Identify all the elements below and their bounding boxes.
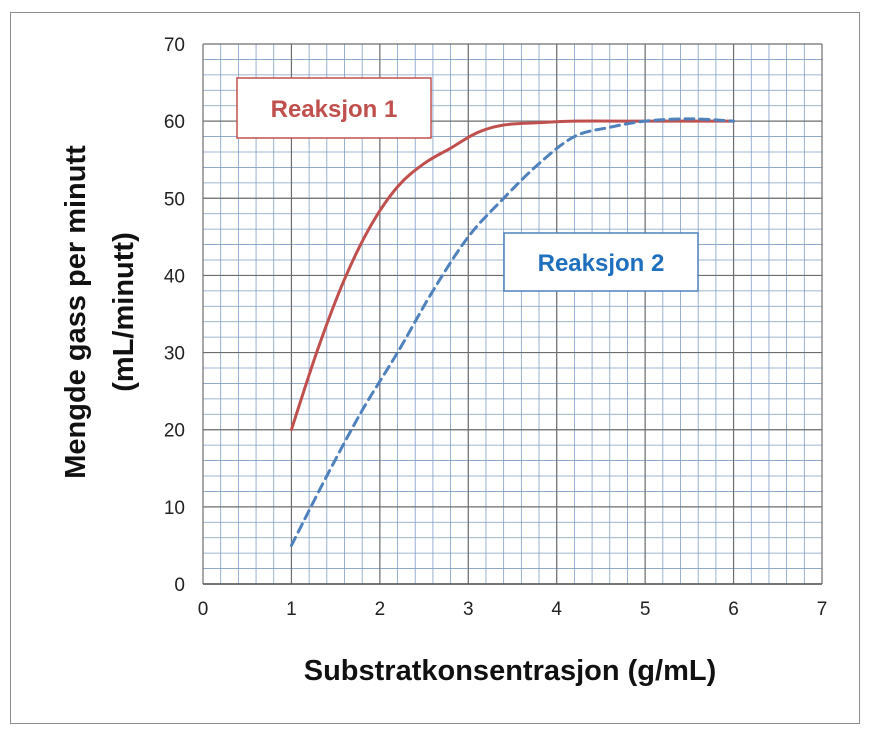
series-layer: [289, 117, 736, 547]
y-tick-label: 10: [164, 498, 185, 519]
x-tick-label: 3: [463, 599, 474, 620]
y-tick-label: 20: [164, 421, 185, 442]
y-tick-label: 0: [174, 575, 185, 596]
label-box-reaksjon-1: Reaksjon 1: [236, 77, 432, 139]
label-reaksjon-2: Reaksjon 2: [538, 250, 665, 277]
x-tick-label: 7: [817, 599, 828, 620]
x-tick-label: 4: [551, 599, 562, 620]
x-tick-label: 1: [286, 599, 297, 620]
series-line-reaksjon-1: [289, 119, 736, 432]
label-box-reaksjon-2: Reaksjon 2: [503, 232, 699, 292]
series-line-reaksjon-2: [289, 117, 736, 547]
y-axis-title-line-2: (mL/minutt): [108, 232, 140, 391]
y-tick-label: 60: [164, 112, 185, 133]
y-tick-label: 30: [164, 344, 185, 365]
y-tick-label: 70: [164, 35, 185, 56]
y-axis-title-line-1: Mengde gass per minutt: [60, 145, 92, 479]
x-tick-label: 6: [728, 599, 739, 620]
x-tick-label: 0: [198, 599, 209, 620]
y-tick-label: 40: [164, 266, 185, 287]
x-axis-title: Substratkonsentrasjon (g/mL): [304, 655, 717, 687]
x-tick-label: 5: [640, 599, 651, 620]
y-tick-label: 50: [164, 189, 185, 210]
label-reaksjon-1: Reaksjon 1: [271, 96, 398, 123]
x-tick-label: 2: [375, 599, 386, 620]
